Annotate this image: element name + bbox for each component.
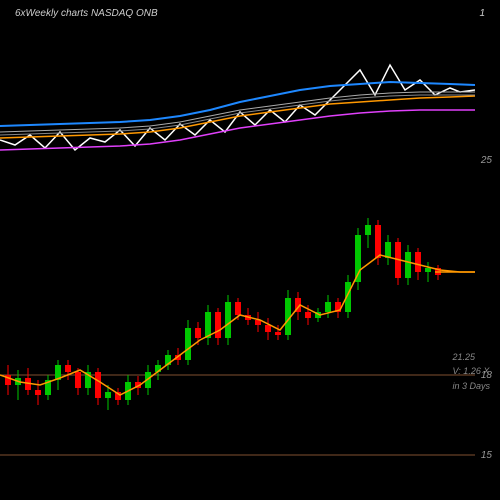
price-value: 21.25 bbox=[452, 350, 490, 364]
axis-label: 15 bbox=[481, 450, 492, 461]
axis-label-25: 25 bbox=[481, 155, 492, 166]
axis-label: 18 bbox=[481, 370, 492, 381]
candlestick-panel bbox=[0, 200, 475, 480]
header-indicator: 1 bbox=[479, 8, 485, 19]
indicator-panel bbox=[0, 40, 475, 180]
chart-title: 6xWeekly charts NASDAQ ONB bbox=[15, 8, 158, 19]
